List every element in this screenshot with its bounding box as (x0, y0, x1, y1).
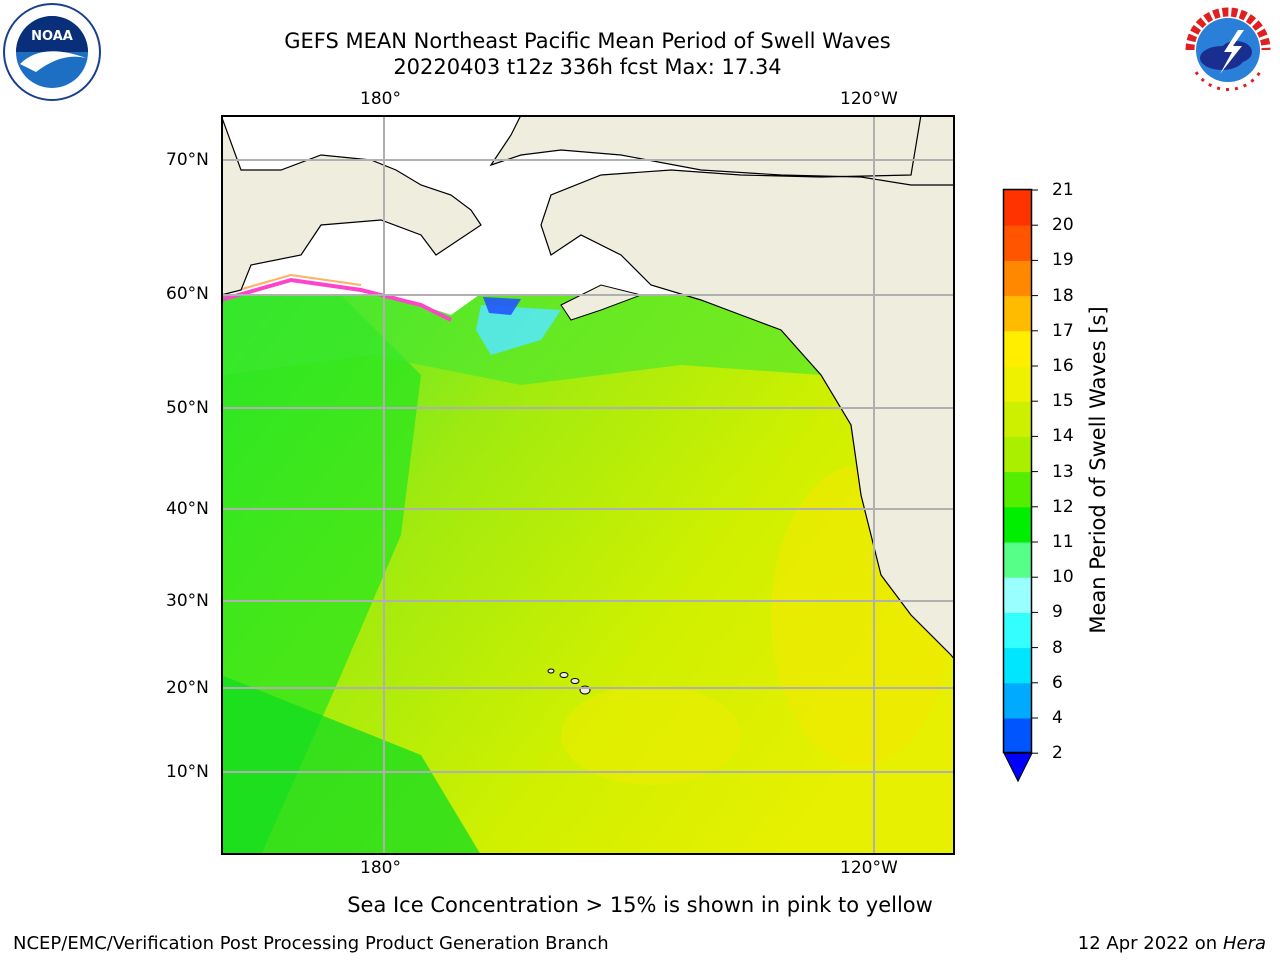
colorbar-tick-11: 11 (1052, 532, 1074, 552)
colorbar-tick-8: 8 (1052, 637, 1063, 658)
colorbar-tick-12: 12 (1052, 496, 1074, 517)
colorbar-band-13-14 (1004, 436, 1032, 473)
swell-period-map (221, 115, 955, 855)
sea-ice-region (221, 155, 581, 315)
colorbar-band-15-16 (1004, 366, 1032, 402)
colorbar-tick-16: 16 (1052, 356, 1074, 376)
colorbar-band-14-15 (1004, 401, 1032, 437)
lon-label-top-120w: 120°W (840, 89, 898, 109)
blue-patch (483, 297, 521, 315)
lon-label-bottom-120w: 120°W (840, 858, 898, 878)
chart-title-line2: 20220403 t12z 336h fcst Max: 17.34 (393, 55, 782, 79)
colorbar-band-11-12 (1004, 506, 1032, 543)
colorbar-band-9-10 (1004, 577, 1032, 613)
footer-left-credit: NCEP/EMC/Verification Post Processing Pr… (13, 933, 609, 954)
footer-right-date: 12 Apr 2022 on Hera (1078, 933, 1266, 955)
colorbar-band-4-6 (1004, 682, 1032, 719)
colorbar-tick-18: 18 (1052, 285, 1074, 306)
colorbar-tick-6: 6 (1052, 672, 1063, 693)
colorbar-band-2-4 (1004, 718, 1032, 754)
green-southwest-patch (221, 675, 481, 855)
lat-label-60n: 60°N (166, 284, 209, 304)
map-frame (221, 115, 955, 855)
colorbar-band-19-20 (1004, 225, 1032, 261)
colorbar-tick-15: 15 (1052, 391, 1074, 412)
land-alaska-canada (489, 115, 955, 661)
colorbar-band-12-13 (1004, 471, 1032, 508)
colorbar-band-17-18 (1004, 295, 1032, 332)
colorbar-tick-labels: 21 20 19 18 17 16 15 14 13 12 11 10 9 8 … (1052, 180, 1092, 780)
lat-label-50n: 50°N (166, 398, 209, 418)
colorbar-tick-2: 2 (1052, 743, 1063, 764)
ice-edge-pink (221, 277, 452, 322)
colorbar-frame (1002, 188, 1033, 754)
colorbar-tick-21: 21 (1052, 180, 1074, 200)
colorbar-band-20-21 (1004, 190, 1032, 226)
lat-label-10n: 10°N (166, 762, 209, 782)
cyan-patch (476, 305, 561, 355)
colorbar-tick-4: 4 (1052, 708, 1063, 728)
colorbar-tick-9: 9 (1052, 602, 1063, 623)
colorbar-tick-17: 17 (1052, 320, 1074, 341)
land-siberia (221, 115, 482, 296)
colorbar-tick-10: 10 (1052, 567, 1074, 588)
footer-host-name: Hera (1222, 933, 1266, 954)
yellow-south-patch (561, 685, 741, 785)
ice-edge-orange (221, 273, 362, 296)
sea-ice-note: Sea Ice Concentration > 15% is shown in … (347, 893, 933, 917)
chart-title-line1: GEFS MEAN Northeast Pacific Mean Period … (284, 29, 891, 53)
colorbar (1002, 188, 1038, 783)
colorbar-tick-19: 19 (1052, 250, 1074, 271)
footer-date-text: 12 Apr 2022 on (1077, 933, 1223, 954)
lon-label-bottom-180: 180° (360, 858, 401, 878)
colorbar-extend-triangle (1003, 752, 1033, 783)
lat-label-70n: 70°N (166, 150, 209, 170)
graticule (221, 115, 955, 855)
colorbar-band-8-9 (1004, 612, 1032, 649)
land-alaska-peninsula (560, 284, 643, 321)
lat-label-40n: 40°N (166, 499, 209, 519)
lon-label-top-180: 180° (360, 89, 401, 109)
colorbar-tick-14: 14 (1052, 426, 1074, 447)
colorbar-band-6-8 (1004, 647, 1032, 684)
colorbar-tick-20: 20 (1052, 215, 1074, 236)
nws-logo (1178, 0, 1278, 100)
colorbar-tick-13: 13 (1052, 461, 1074, 482)
lat-label-30n: 30°N (166, 591, 209, 611)
lat-label-20n: 20°N (166, 678, 209, 698)
noaa-logo: NOAA (2, 2, 102, 102)
colorbar-band-16-17 (1004, 330, 1032, 367)
svg-text:NOAA: NOAA (31, 29, 73, 44)
colorbar-band-18-19 (1004, 260, 1032, 297)
colorbar-band-10-11 (1004, 542, 1032, 578)
